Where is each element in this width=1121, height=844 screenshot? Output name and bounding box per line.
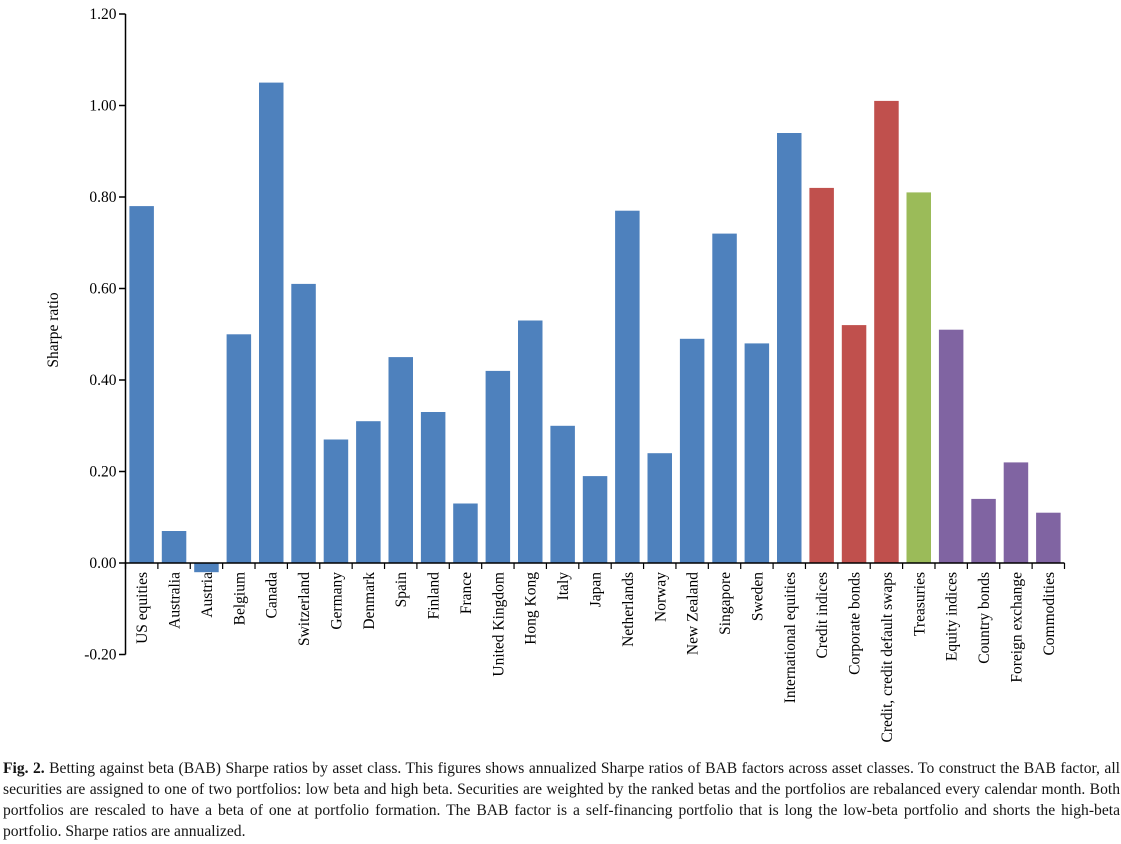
- x-category-label-denmark: Denmark: [361, 572, 378, 630]
- bar-international-equities: [777, 133, 802, 563]
- figure-caption: Fig. 2. Betting against beta (BAB) Sharp…: [0, 758, 1120, 842]
- x-category-label-sweden: Sweden: [749, 572, 766, 621]
- x-category-label-hong-kong: Hong Kong: [523, 572, 540, 645]
- y-tick-label: 0.40: [89, 372, 116, 389]
- y-tick-label: 0.80: [89, 189, 116, 206]
- y-tick-label: 0.00: [89, 555, 116, 572]
- x-category-label-spain: Spain: [393, 572, 410, 608]
- bar-treasuries: [906, 192, 931, 563]
- x-category-label-finland: Finland: [426, 572, 443, 620]
- bar-united-kingdom: [485, 370, 511, 564]
- x-category-label-equity-indices: Equity indices: [944, 572, 961, 661]
- bar-credit-indices: [809, 187, 834, 563]
- x-category-label-austria: Austria: [199, 572, 216, 618]
- bab-sharpe-ratio-chart: 1.20 1.00 0.80 0.60 0.40 0.20 0.00 -0.20 US equi…: [45, 6, 1066, 742]
- bar-canada: [259, 82, 284, 563]
- bar-foreign-exchange: [1003, 462, 1029, 564]
- y-tick-label: 1.00: [89, 98, 116, 115]
- bar-credit-credit-default-swaps: [874, 100, 899, 564]
- bar-hong-kong: [518, 320, 543, 563]
- x-category-label-belgium: Belgium: [231, 572, 248, 625]
- bar-singapore: [712, 233, 737, 563]
- x-category-label-netherlands: Netherlands: [620, 572, 637, 647]
- x-category-label-australia: Australia: [167, 572, 184, 629]
- x-category-label-international-equities: International equities: [782, 572, 799, 703]
- bar-equity-indices: [938, 329, 964, 563]
- y-tick-label: 1.20: [89, 6, 116, 23]
- x-category-label-commodities: Commodities: [1041, 572, 1058, 656]
- bar-chart-canvas: 1.20 1.00 0.80 0.60 0.40 0.20 0.00 -0.20 US equi…: [45, 6, 1066, 742]
- bar-germany: [323, 439, 349, 563]
- bar-netherlands: [615, 210, 640, 563]
- x-category-label-foreign-exchange: Foreign exchange: [1008, 572, 1025, 683]
- x-category-label-new-zealand: New Zealand: [685, 572, 702, 655]
- x-category-label-italy: Italy: [555, 572, 572, 601]
- x-category-label-country-bonds: Country bonds: [976, 572, 993, 664]
- bar-new-zealand: [679, 338, 705, 563]
- bar-france: [453, 503, 478, 563]
- x-category-label-treasuries: Treasuries: [911, 572, 928, 636]
- figure-caption-label: Fig. 2.: [3, 760, 45, 777]
- bar-denmark: [356, 421, 381, 563]
- x-category-label-corporate-bonds: Corporate bonds: [847, 572, 864, 675]
- x-category-label-united-kingdom: United Kingdom: [490, 572, 507, 677]
- x-category-label-us-equities: US equities: [134, 572, 151, 644]
- y-tick-label: -0.20: [84, 647, 117, 664]
- bar-us-equities: [129, 206, 154, 563]
- y-tick-label: 0.20: [89, 464, 116, 481]
- bar-norway: [647, 453, 672, 563]
- bar-australia: [161, 531, 187, 563]
- bar-finland: [420, 412, 446, 563]
- bar-austria: [194, 563, 219, 573]
- bar-italy: [550, 425, 575, 564]
- y-axis-title: Sharpe ratio: [45, 292, 62, 368]
- bar-country-bonds: [971, 498, 996, 563]
- x-category-label-singapore: Singapore: [717, 572, 734, 635]
- x-category-label-credit-credit-default-swaps: Credit, credit default swaps: [879, 572, 896, 742]
- x-category-label-norway: Norway: [652, 572, 669, 622]
- bar-corporate-bonds: [841, 325, 867, 563]
- x-category-label-japan: Japan: [588, 572, 605, 608]
- x-category-label-credit-indices: Credit indices: [814, 572, 831, 659]
- bar-sweden: [744, 343, 770, 563]
- figure-caption-text: Betting against beta (BAB) Sharpe ratios…: [3, 760, 1120, 840]
- bar-commodities: [1036, 512, 1061, 563]
- bar-belgium: [226, 334, 252, 564]
- x-category-label-canada: Canada: [264, 572, 281, 619]
- y-tick-label: 0.60: [89, 281, 116, 298]
- x-category-label-france: France: [458, 572, 475, 614]
- bar-japan: [582, 476, 608, 563]
- bar-spain: [388, 357, 413, 563]
- x-category-label-switzerland: Switzerland: [296, 572, 313, 646]
- x-category-label-germany: Germany: [329, 572, 346, 630]
- bar-switzerland: [291, 283, 316, 563]
